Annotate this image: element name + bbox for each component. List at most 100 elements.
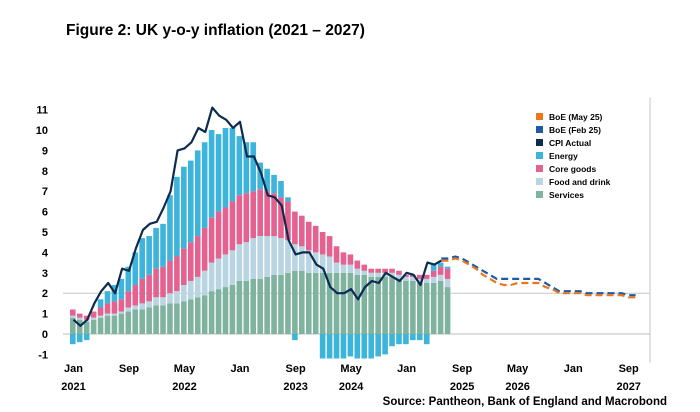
services-bar: [312, 272, 319, 334]
energy-bar: [83, 334, 90, 341]
food-bar: [347, 264, 354, 273]
energy-bar: [285, 197, 291, 202]
core-goods-bar: [285, 201, 291, 241]
food-bar: [354, 268, 361, 275]
food-bar: [167, 293, 173, 304]
energy-bar: [292, 334, 298, 341]
services-bar: [319, 272, 326, 334]
core-goods-bar: [375, 268, 381, 273]
y-tick-label: 6: [42, 207, 48, 219]
core-goods-bar: [444, 268, 451, 279]
food-bar: [160, 297, 166, 306]
y-tick-label: -1: [38, 349, 48, 361]
services-bar: [423, 283, 430, 334]
food-bar: [389, 272, 395, 277]
core-goods-bar: [417, 274, 423, 279]
y-tick-label: 5: [42, 227, 48, 239]
food-bar: [215, 258, 222, 290]
services-bar: [285, 272, 291, 334]
services-bar: [160, 305, 166, 334]
energy-bar: [368, 334, 375, 359]
food-bar: [250, 238, 257, 279]
core-goods-bar: [361, 264, 368, 271]
legend-label: BoE (May 25): [549, 112, 603, 122]
services-bar: [257, 278, 263, 334]
food-bar: [111, 313, 118, 316]
x-year-label: 2022: [172, 381, 196, 393]
energy-bar: [375, 334, 381, 357]
food-bar: [278, 238, 284, 275]
core-goods-bar: [403, 274, 409, 277]
energy-bar: [278, 181, 284, 198]
core-goods-bar: [132, 285, 139, 306]
food-bar: [299, 246, 305, 271]
energy-bar: [160, 223, 166, 267]
services-bar: [326, 272, 333, 334]
core-goods-bar: [208, 217, 215, 263]
food-bar: [70, 315, 76, 318]
x-year-label: 2026: [505, 381, 529, 393]
food-bar: [410, 276, 416, 281]
legend-swatch: [536, 191, 543, 198]
core-goods-bar: [410, 274, 416, 277]
energy-bar: [423, 334, 430, 345]
food-bar: [208, 262, 215, 292]
food-bar: [174, 291, 180, 304]
core-goods-bar: [347, 254, 354, 265]
services-bar: [104, 315, 111, 334]
x-year-label: 2023: [283, 381, 307, 393]
core-goods-bar: [118, 299, 125, 312]
food-bar: [146, 301, 152, 308]
x-tick-label: Jan: [64, 363, 83, 375]
legend-swatch: [536, 178, 543, 185]
core-goods-bar: [305, 221, 312, 251]
food-bar: [132, 305, 139, 310]
food-bar: [153, 297, 159, 306]
food-bar: [437, 274, 444, 281]
food-bar: [125, 307, 132, 312]
energy-bar: [396, 334, 402, 345]
services-bar: [132, 309, 139, 334]
energy-bar: [243, 142, 250, 194]
services-bar: [83, 321, 90, 334]
core-goods-bar: [437, 266, 444, 275]
core-goods-bar: [423, 274, 430, 279]
core-goods-bar: [104, 303, 111, 314]
energy-bar: [146, 236, 152, 275]
legend-label: Services: [549, 190, 584, 200]
legend-label: Energy: [549, 151, 578, 161]
y-tick-label: 0: [42, 329, 48, 341]
x-year-label: 2025: [450, 381, 474, 393]
services-bar: [375, 276, 381, 334]
core-goods-bar: [292, 211, 298, 245]
component-bars: [70, 127, 451, 359]
y-tick-label: 10: [36, 125, 48, 137]
food-bar: [201, 270, 208, 296]
x-tick-label: Jan: [231, 363, 250, 375]
energy-bar: [194, 150, 201, 237]
core-goods-bar: [354, 260, 361, 269]
food-bar: [97, 315, 104, 318]
source-note: Source: Pantheon, Bank of England and Ma…: [382, 396, 667, 408]
services-bar: [215, 289, 222, 334]
core-goods-bar: [194, 236, 201, 277]
services-bar: [382, 276, 388, 334]
y-tick-label: 7: [42, 186, 48, 198]
services-bar: [444, 287, 451, 334]
energy-bar: [430, 264, 437, 271]
core-goods-bar: [125, 291, 132, 308]
x-tick-label: May: [507, 363, 529, 375]
energy-bar: [187, 160, 194, 243]
services-bar: [417, 283, 423, 334]
y-tick-label: 8: [42, 166, 48, 178]
x-tick-label: Jan: [397, 363, 416, 375]
y-tick-label: 1: [42, 309, 48, 321]
services-bar: [194, 297, 201, 334]
energy-bar: [361, 334, 368, 359]
x-tick-label: Sep: [286, 363, 306, 375]
services-bar: [278, 274, 284, 334]
food-bar: [319, 254, 326, 273]
energy-bar: [382, 334, 388, 355]
food-bar: [264, 236, 270, 277]
x-year-label: 2021: [61, 381, 85, 393]
